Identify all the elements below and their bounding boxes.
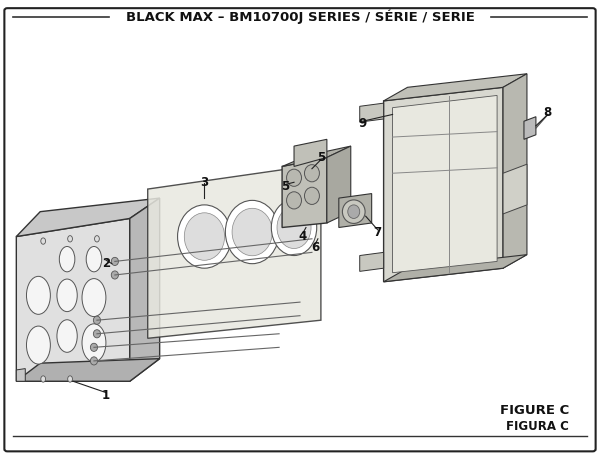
Text: 4: 4 [299,230,307,243]
Ellipse shape [91,343,98,351]
Polygon shape [524,116,536,139]
Text: 5: 5 [317,151,325,164]
Text: 3: 3 [200,176,209,189]
Text: FIGURA C: FIGURA C [506,420,569,433]
Text: 1: 1 [102,389,110,402]
Ellipse shape [86,247,102,272]
Ellipse shape [184,213,224,260]
Polygon shape [383,87,503,282]
Ellipse shape [59,247,75,272]
Polygon shape [282,146,351,167]
Ellipse shape [94,330,101,338]
Ellipse shape [82,324,106,362]
Ellipse shape [26,326,50,364]
Polygon shape [130,198,160,381]
Polygon shape [282,157,327,228]
Ellipse shape [91,357,98,365]
Polygon shape [16,359,160,381]
Polygon shape [360,253,383,271]
Ellipse shape [287,192,301,209]
Text: FIGURE C: FIGURE C [499,404,569,417]
Text: 7: 7 [374,226,382,238]
Text: 8: 8 [544,106,552,119]
Ellipse shape [304,187,319,204]
Ellipse shape [41,238,46,244]
Ellipse shape [348,205,360,218]
Text: 5: 5 [281,180,289,193]
Text: 2: 2 [102,257,110,270]
Text: BLACK MAX – BM10700J SERIES / SÉRIE / SERIE: BLACK MAX – BM10700J SERIES / SÉRIE / SE… [125,10,475,25]
Ellipse shape [57,279,77,312]
Polygon shape [383,255,527,282]
Ellipse shape [94,316,101,324]
Ellipse shape [343,200,365,223]
Ellipse shape [26,276,50,314]
Ellipse shape [57,320,77,352]
Ellipse shape [82,278,106,317]
Polygon shape [16,369,25,381]
Ellipse shape [68,236,73,242]
Polygon shape [339,193,371,228]
Ellipse shape [304,165,319,182]
Ellipse shape [111,271,118,279]
Polygon shape [360,103,383,122]
Text: 6: 6 [311,241,319,254]
Ellipse shape [232,208,272,256]
Ellipse shape [178,205,232,268]
Ellipse shape [277,207,311,248]
Polygon shape [294,139,327,167]
Polygon shape [148,164,321,339]
Polygon shape [16,218,130,381]
Polygon shape [503,164,527,214]
Polygon shape [383,74,527,101]
Ellipse shape [226,200,279,264]
Text: 9: 9 [359,117,367,130]
Ellipse shape [95,236,100,242]
Polygon shape [503,74,527,268]
Ellipse shape [287,169,301,187]
Polygon shape [16,198,160,237]
Ellipse shape [111,258,118,265]
Polygon shape [327,146,351,223]
Ellipse shape [41,376,46,382]
Ellipse shape [68,376,73,382]
Polygon shape [392,96,497,273]
Ellipse shape [271,199,317,256]
